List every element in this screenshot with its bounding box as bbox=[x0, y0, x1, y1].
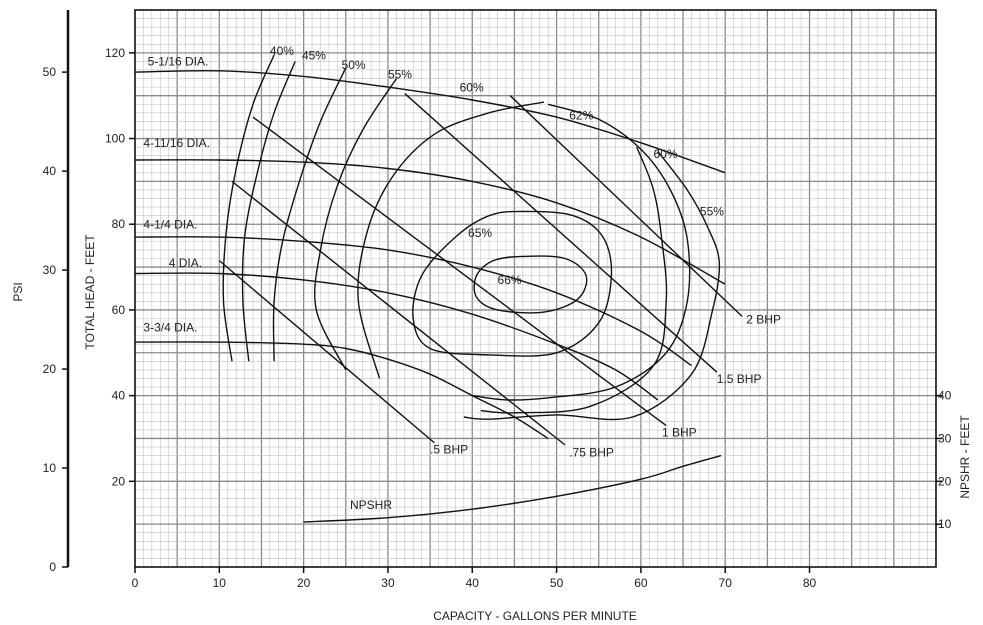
npshr-label: NPSHR bbox=[350, 498, 392, 512]
psi-ticks: 0 10 20 30 40 50 bbox=[43, 65, 68, 574]
x-tick-label: 70 bbox=[719, 576, 733, 590]
impeller-curve-label: 3-3/4 DIA. bbox=[143, 320, 197, 334]
impeller-curve-label: 4-1/4 DIA. bbox=[143, 218, 197, 232]
x-tick-label: 0 bbox=[132, 576, 139, 590]
curves bbox=[134, 54, 743, 523]
impeller-curve-label: 5-1/16 DIA. bbox=[148, 55, 209, 69]
efficiency-label: 60% bbox=[460, 80, 484, 94]
efficiency-label: 50% bbox=[342, 58, 366, 72]
head-tick-label: 60 bbox=[112, 303, 126, 317]
head-tick-label: 120 bbox=[105, 46, 125, 60]
psi-tick-label: 0 bbox=[49, 560, 56, 574]
curve-labels: 5-1/16 DIA. 4-11/16 DIA. 4-1/4 DIA. 4 DIA. 3… bbox=[143, 44, 781, 512]
efficiency-label: 55% bbox=[700, 205, 724, 219]
efficiency-label: 60% bbox=[654, 147, 678, 161]
psi-tick-label: 10 bbox=[43, 461, 57, 475]
npshr-curve bbox=[303, 454, 722, 523]
efficiency-label: 55% bbox=[388, 68, 412, 82]
efficiency-label: 66% bbox=[498, 273, 522, 287]
bhp-label: .75 BHP bbox=[569, 445, 614, 459]
psi-axis-title: PSI bbox=[11, 282, 25, 301]
impeller-curve bbox=[134, 341, 549, 440]
impeller-curve-label: 4 DIA. bbox=[169, 256, 202, 270]
plot-frame bbox=[134, 9, 937, 568]
head-tick-label: 40 bbox=[112, 389, 126, 403]
x-axis-title: CAPACITY - GALLONS PER MINUTE bbox=[433, 609, 637, 623]
head-tick-label: 100 bbox=[105, 132, 125, 146]
bhp-label: 1.5 BHP bbox=[717, 372, 762, 386]
efficiency-curve bbox=[472, 103, 691, 401]
efficiency-contour-65 bbox=[412, 210, 613, 357]
psi-tick-label: 40 bbox=[43, 164, 57, 178]
x-tick-label: 60 bbox=[634, 576, 648, 590]
bhp-line bbox=[252, 116, 667, 427]
efficiency-curve bbox=[313, 78, 397, 371]
bhp-line bbox=[218, 260, 435, 444]
efficiency-curve bbox=[272, 67, 347, 362]
impeller-curve bbox=[134, 236, 692, 367]
npshr-tick-label: 10 bbox=[938, 517, 952, 531]
impeller-curve bbox=[134, 159, 726, 285]
efficiency-curve bbox=[222, 54, 275, 362]
npshr-axis-title: NPSHR - FEET bbox=[958, 415, 972, 499]
x-tick-label: 20 bbox=[297, 576, 311, 590]
bhp-label: 1 BHP bbox=[662, 425, 697, 439]
grid bbox=[135, 10, 936, 567]
efficiency-contour-66 bbox=[473, 255, 588, 314]
head-axis-title: TOTAL HEAD - FEET bbox=[83, 234, 97, 350]
efficiency-label: 45% bbox=[302, 48, 326, 62]
bhp-line bbox=[509, 95, 743, 317]
x-ticks: 0 10 20 30 40 50 60 70 80 bbox=[132, 567, 817, 590]
psi-tick-label: 20 bbox=[43, 362, 57, 376]
x-tick-label: 50 bbox=[550, 576, 564, 590]
impeller-curve bbox=[134, 69, 726, 174]
npshr-tick-label: 40 bbox=[938, 389, 952, 403]
head-tick-label: 20 bbox=[112, 474, 126, 488]
impeller-curve-label: 4-11/16 DIA. bbox=[143, 136, 209, 150]
npshr-ticks: 10 20 30 40 bbox=[936, 389, 952, 531]
psi-tick-label: 50 bbox=[43, 65, 57, 79]
efficiency-curve bbox=[357, 101, 545, 379]
efficiency-label: 65% bbox=[468, 226, 492, 240]
npshr-tick-label: 20 bbox=[938, 474, 952, 488]
psi-tick-label: 30 bbox=[43, 263, 57, 277]
efficiency-label: 40% bbox=[270, 44, 294, 58]
efficiency-label: 62% bbox=[569, 108, 593, 122]
efficiency-curve bbox=[241, 61, 296, 362]
head-tick-label: 80 bbox=[112, 217, 126, 231]
head-ticks: 20 40 60 80 100 120 bbox=[105, 46, 135, 488]
npshr-tick-label: 30 bbox=[938, 431, 952, 445]
efficiency-curve bbox=[463, 150, 721, 421]
x-tick-label: 80 bbox=[803, 576, 817, 590]
bhp-line bbox=[231, 180, 566, 446]
efficiency-curve bbox=[480, 146, 668, 414]
x-tick-label: 40 bbox=[466, 576, 480, 590]
bhp-label: .5 BHP bbox=[430, 442, 468, 456]
bhp-label: 2 BHP bbox=[746, 313, 781, 327]
x-tick-label: 10 bbox=[213, 576, 227, 590]
x-tick-label: 30 bbox=[381, 576, 395, 590]
